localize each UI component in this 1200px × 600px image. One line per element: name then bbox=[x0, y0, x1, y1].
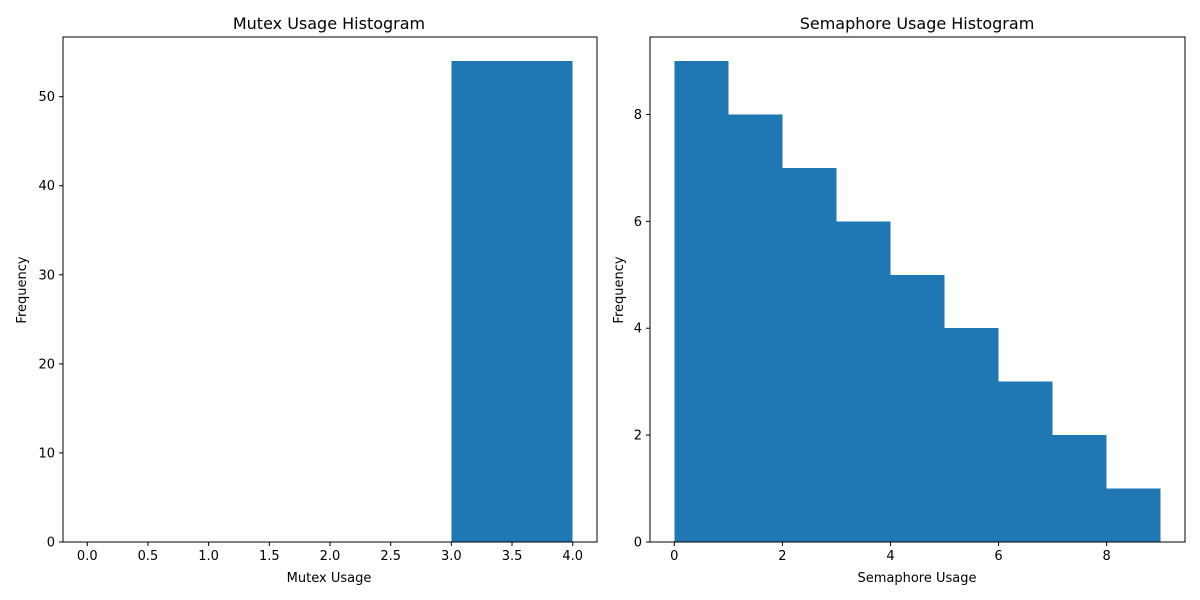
y-tick-label: 0 bbox=[634, 536, 642, 551]
semaphore-histogram: Semaphore Usage Histogram Semaphore Usag… bbox=[612, 14, 1186, 586]
y-tick-label: 6 bbox=[634, 215, 642, 230]
y-tick-label: 8 bbox=[634, 108, 642, 123]
chart-title: Semaphore Usage Histogram bbox=[800, 14, 1035, 33]
x-axis-label: Semaphore Usage bbox=[857, 571, 976, 586]
y-tick-label: 2 bbox=[634, 429, 642, 444]
x-tick-label: 4 bbox=[886, 549, 894, 564]
y-tick-label: 40 bbox=[38, 179, 55, 194]
histogram-bar bbox=[944, 328, 999, 542]
x-tick-label: 1.0 bbox=[198, 549, 219, 564]
bars bbox=[674, 61, 1161, 543]
x-tick-label: 3.0 bbox=[441, 549, 462, 564]
histogram-bar bbox=[782, 167, 837, 543]
histogram-bar bbox=[1052, 435, 1107, 542]
x-ticks: 0 2 4 6 8 bbox=[670, 542, 1111, 564]
x-tick-label: 0 bbox=[670, 549, 678, 564]
x-tick-label: 2.5 bbox=[380, 549, 401, 564]
bars bbox=[451, 61, 573, 543]
x-tick-label: 4.0 bbox=[562, 549, 583, 564]
x-tick-label: 2 bbox=[778, 549, 786, 564]
mutex-histogram: Mutex Usage Histogram Mutex Usage Freque… bbox=[15, 14, 598, 586]
y-axis-label: Frequency bbox=[612, 256, 627, 323]
y-tick-label: 50 bbox=[38, 90, 55, 105]
y-ticks: 0 10 20 30 40 50 bbox=[38, 90, 63, 551]
histogram-bar bbox=[836, 221, 891, 542]
y-tick-label: 30 bbox=[38, 268, 55, 283]
y-tick-label: 4 bbox=[634, 322, 642, 337]
histogram-bar bbox=[998, 381, 1053, 542]
x-tick-label: 6 bbox=[994, 549, 1002, 564]
histogram-bar bbox=[674, 61, 729, 543]
y-tick-label: 20 bbox=[38, 357, 55, 372]
chart-title: Mutex Usage Histogram bbox=[233, 14, 425, 33]
x-tick-label: 3.5 bbox=[502, 549, 523, 564]
x-tick-label: 1.5 bbox=[259, 549, 280, 564]
x-tick-label: 0.0 bbox=[77, 549, 98, 564]
x-ticks: 0.0 0.5 1.0 1.5 2.0 2.5 3.0 3.5 4.0 bbox=[77, 542, 583, 564]
histogram-bar bbox=[728, 114, 783, 543]
y-tick-label: 10 bbox=[38, 446, 55, 461]
x-tick-label: 8 bbox=[1103, 549, 1111, 564]
y-tick-label: 0 bbox=[47, 536, 55, 551]
plot-frame bbox=[649, 36, 1186, 543]
x-tick-label: 0.5 bbox=[138, 549, 159, 564]
y-ticks: 0 2 4 6 8 bbox=[634, 108, 650, 551]
histogram-bar bbox=[451, 61, 573, 543]
y-axis-label: Frequency bbox=[15, 256, 30, 323]
histogram-bar bbox=[890, 274, 945, 542]
x-tick-label: 2.0 bbox=[320, 549, 341, 564]
x-axis-label: Mutex Usage bbox=[287, 571, 372, 586]
histogram-bar bbox=[1106, 488, 1161, 542]
